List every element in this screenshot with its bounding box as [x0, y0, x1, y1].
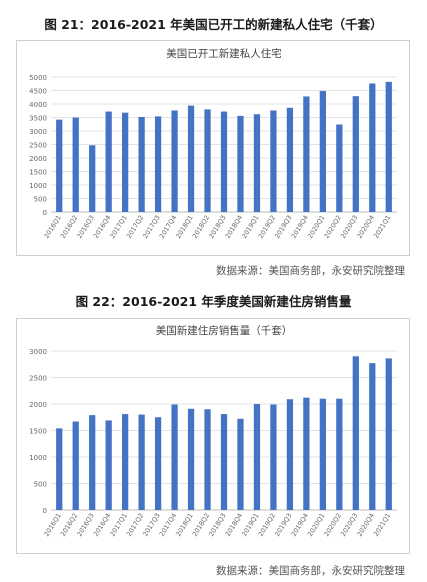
y-tick-label: 500	[34, 196, 47, 204]
y-tick-label: 1500	[29, 428, 47, 436]
figure-22-source: 数据来源：美国商务部，永安研究院整理	[216, 565, 405, 577]
y-tick-label: 3000	[29, 348, 47, 356]
bar-2019Q4	[303, 96, 310, 212]
bar-2020Q1	[319, 91, 326, 212]
bar-2018Q1	[187, 408, 195, 510]
bar-2019Q2	[270, 110, 277, 212]
chart-new-home-sales: 美国新建住房销售量（千套） 0 500 1000 1500 2000 2500 3000 201…	[16, 318, 410, 554]
bar-2019Q3	[286, 399, 294, 510]
bar-2016Q3	[89, 415, 96, 510]
chart-housing-starts: 美国已开工新建私人住宅 0 500 1000 1500 2000 2500 3000 3500 4…	[16, 40, 410, 256]
y-tick-label: 0	[43, 209, 47, 217]
y-tick-label: 4500	[29, 88, 47, 96]
bar-2016Q2	[72, 421, 79, 510]
bar-2020Q4	[369, 363, 376, 510]
bar-2020Q3	[352, 96, 359, 212]
bar-2020Q3	[352, 356, 359, 510]
figure-22-heading: 图 22：2016-2021 年季度美国新建住房销售量	[75, 294, 352, 309]
bar-2018Q3	[220, 111, 228, 212]
y-tick-label: 2000	[29, 155, 47, 163]
y-tick-label: 1500	[29, 169, 47, 177]
bar-2016Q4	[105, 111, 112, 212]
y-tick-label: 1000	[29, 454, 47, 462]
bar-2017Q4	[171, 110, 178, 212]
bar-2016Q4	[105, 420, 112, 510]
bar-2020Q1	[319, 398, 326, 510]
bar-2020Q2	[336, 398, 343, 510]
bar-2018Q2	[204, 409, 211, 510]
chart-title: 美国已开工新建私人住宅	[166, 47, 282, 60]
y-tick-label: 4000	[29, 101, 47, 109]
bar-2017Q1	[122, 112, 129, 212]
bar-2017Q2	[138, 414, 145, 510]
bar-2019Q1	[253, 114, 261, 212]
bar-2018Q3	[220, 414, 228, 510]
y-tick-label: 1000	[29, 182, 47, 190]
bar-2017Q3	[154, 417, 162, 510]
bar-2019Q4	[303, 397, 310, 510]
y-tick-label: 3000	[29, 128, 47, 136]
y-tick-label: 0	[43, 507, 47, 515]
bar-2018Q1	[187, 105, 195, 212]
new-home-sales-bar-chart: 美国新建住房销售量（千套）050010001500200025003000201…	[29, 324, 397, 538]
bar-2021Q1	[385, 358, 392, 510]
y-tick-label: 2000	[29, 401, 47, 409]
housing-starts-bar-chart: 美国已开工新建私人住宅 0 500 1000 1500 2000 2500 3000 3500 4…	[29, 47, 397, 240]
bar-2017Q2	[138, 116, 145, 212]
bar-2017Q1	[122, 414, 129, 510]
bar-2020Q2	[336, 124, 343, 212]
bar-2019Q3	[286, 107, 294, 212]
y-tick-label: 2500	[29, 375, 47, 383]
figure-21-heading: 图 21：2016-2021 年美国已开工的新建私人住宅（千套）	[44, 17, 383, 32]
bar-2016Q1	[56, 119, 63, 212]
bar-2016Q1	[56, 428, 63, 510]
figure-21-source: 数据来源：美国商务部，永安研究院整理	[216, 265, 405, 277]
y-tick-label: 500	[34, 481, 47, 489]
bar-2018Q2	[204, 109, 211, 212]
bar-2017Q3	[154, 116, 162, 212]
y-tick-label: 5000	[29, 74, 47, 82]
bar-2021Q1	[385, 81, 392, 212]
bar-2020Q4	[369, 83, 376, 212]
y-tick-label: 2500	[29, 142, 47, 150]
bar-2018Q4	[237, 418, 244, 510]
bar-2019Q1	[253, 404, 261, 510]
bar-2017Q4	[171, 404, 178, 510]
bar-2016Q2	[72, 117, 79, 212]
bar-2019Q2	[270, 404, 277, 510]
chart-title: 美国新建住房销售量（千套）	[156, 324, 293, 337]
bar-2016Q3	[89, 145, 96, 212]
bar-2018Q4	[237, 115, 244, 212]
y-tick-label: 3500	[29, 115, 47, 123]
